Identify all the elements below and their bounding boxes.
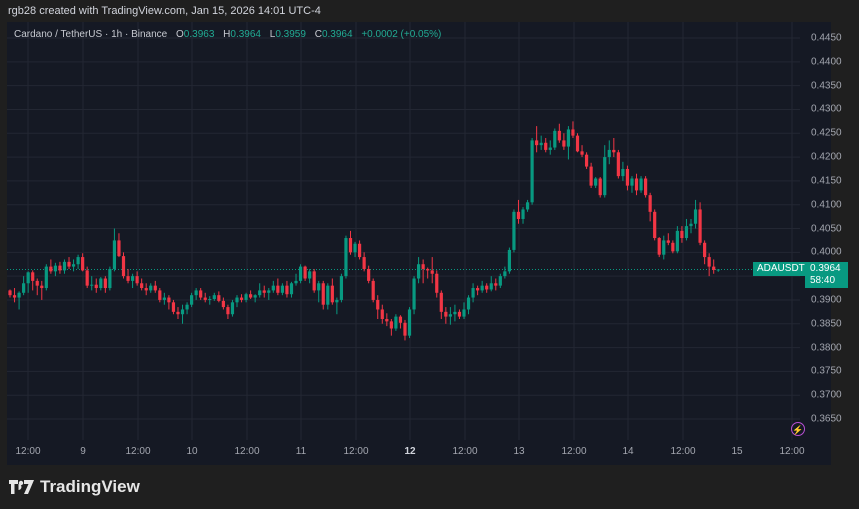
symbol-price-tag: ADAUSDT bbox=[753, 262, 809, 276]
brand-name: TradingView bbox=[40, 477, 140, 496]
time-tick-label: 12:00 bbox=[234, 446, 260, 457]
time-tick-label: 11 bbox=[295, 446, 307, 457]
chart-caption: rgb28 created with TradingView.com, Jan … bbox=[8, 5, 321, 17]
time-tick-label: 10 bbox=[186, 446, 198, 457]
high-value: 0.3964 bbox=[230, 29, 261, 40]
last-price: 0.3964 bbox=[810, 263, 841, 274]
close-value: 0.3964 bbox=[321, 29, 353, 40]
time-tick-label: 12:00 bbox=[15, 446, 41, 457]
time-tick-label: 12:00 bbox=[561, 446, 587, 457]
low-value: 0.3959 bbox=[275, 29, 306, 40]
time-tick-label: 12:00 bbox=[125, 446, 151, 457]
price-tick-label: 0.3900 bbox=[811, 294, 842, 306]
price-tick-label: 0.4150 bbox=[811, 175, 842, 187]
price-tick-label: 0.3650 bbox=[811, 413, 842, 425]
time-tick-label: 14 bbox=[622, 446, 634, 457]
symbol-legend: Cardano / TetherUS · 1h · Binance O0.396… bbox=[14, 29, 441, 40]
change-value: +0.0002 (+0.05%) bbox=[361, 29, 442, 40]
close-label: C bbox=[314, 29, 322, 40]
time-tick-label: 12:00 bbox=[670, 446, 696, 457]
lightning-icon[interactable]: ⚡ bbox=[791, 422, 805, 436]
symbol-title: Cardano / TetherUS · 1h · Binance bbox=[14, 29, 168, 40]
bar-countdown: 58:40 bbox=[810, 275, 836, 286]
price-tick-label: 0.4100 bbox=[811, 199, 842, 211]
price-tick-label: 0.4050 bbox=[811, 223, 842, 234]
open-label: O bbox=[176, 29, 184, 40]
price-tick-label: 0.4450 bbox=[811, 32, 842, 44]
time-tick-label: 12:00 bbox=[452, 446, 478, 457]
open-value: 0.3963 bbox=[183, 29, 215, 40]
tradingview-logo-icon bbox=[9, 480, 34, 494]
price-tick-label: 0.4300 bbox=[811, 103, 842, 115]
price-tick-label: 0.4250 bbox=[811, 127, 842, 139]
time-tick-label: 15 bbox=[731, 446, 743, 457]
price-tick-label: 0.3800 bbox=[811, 342, 842, 354]
chart-panel[interactable] bbox=[7, 22, 831, 465]
price-tick-label: 0.4400 bbox=[811, 56, 842, 68]
price-tick-label: 0.3700 bbox=[811, 389, 842, 401]
price-tick-label: 0.4200 bbox=[811, 151, 842, 163]
left-margin bbox=[0, 0, 7, 465]
low-label: L bbox=[269, 29, 276, 40]
time-tick-label: 12:00 bbox=[343, 446, 369, 457]
time-tick-label: 12 bbox=[404, 446, 416, 457]
price-tick-label: 0.3850 bbox=[811, 318, 842, 330]
time-tick-label: 12:00 bbox=[779, 446, 805, 457]
tradingview-brand: TradingView bbox=[9, 477, 140, 497]
high-label: H bbox=[223, 29, 231, 40]
last-price-tag: 0.3964 58:40 bbox=[805, 262, 848, 288]
price-tick-label: 0.4350 bbox=[811, 80, 842, 92]
time-tick-label: 9 bbox=[80, 446, 86, 457]
price-tick-label: 0.4000 bbox=[811, 246, 842, 258]
price-tick-label: 0.3750 bbox=[811, 365, 842, 377]
time-tick-label: 13 bbox=[513, 446, 525, 457]
